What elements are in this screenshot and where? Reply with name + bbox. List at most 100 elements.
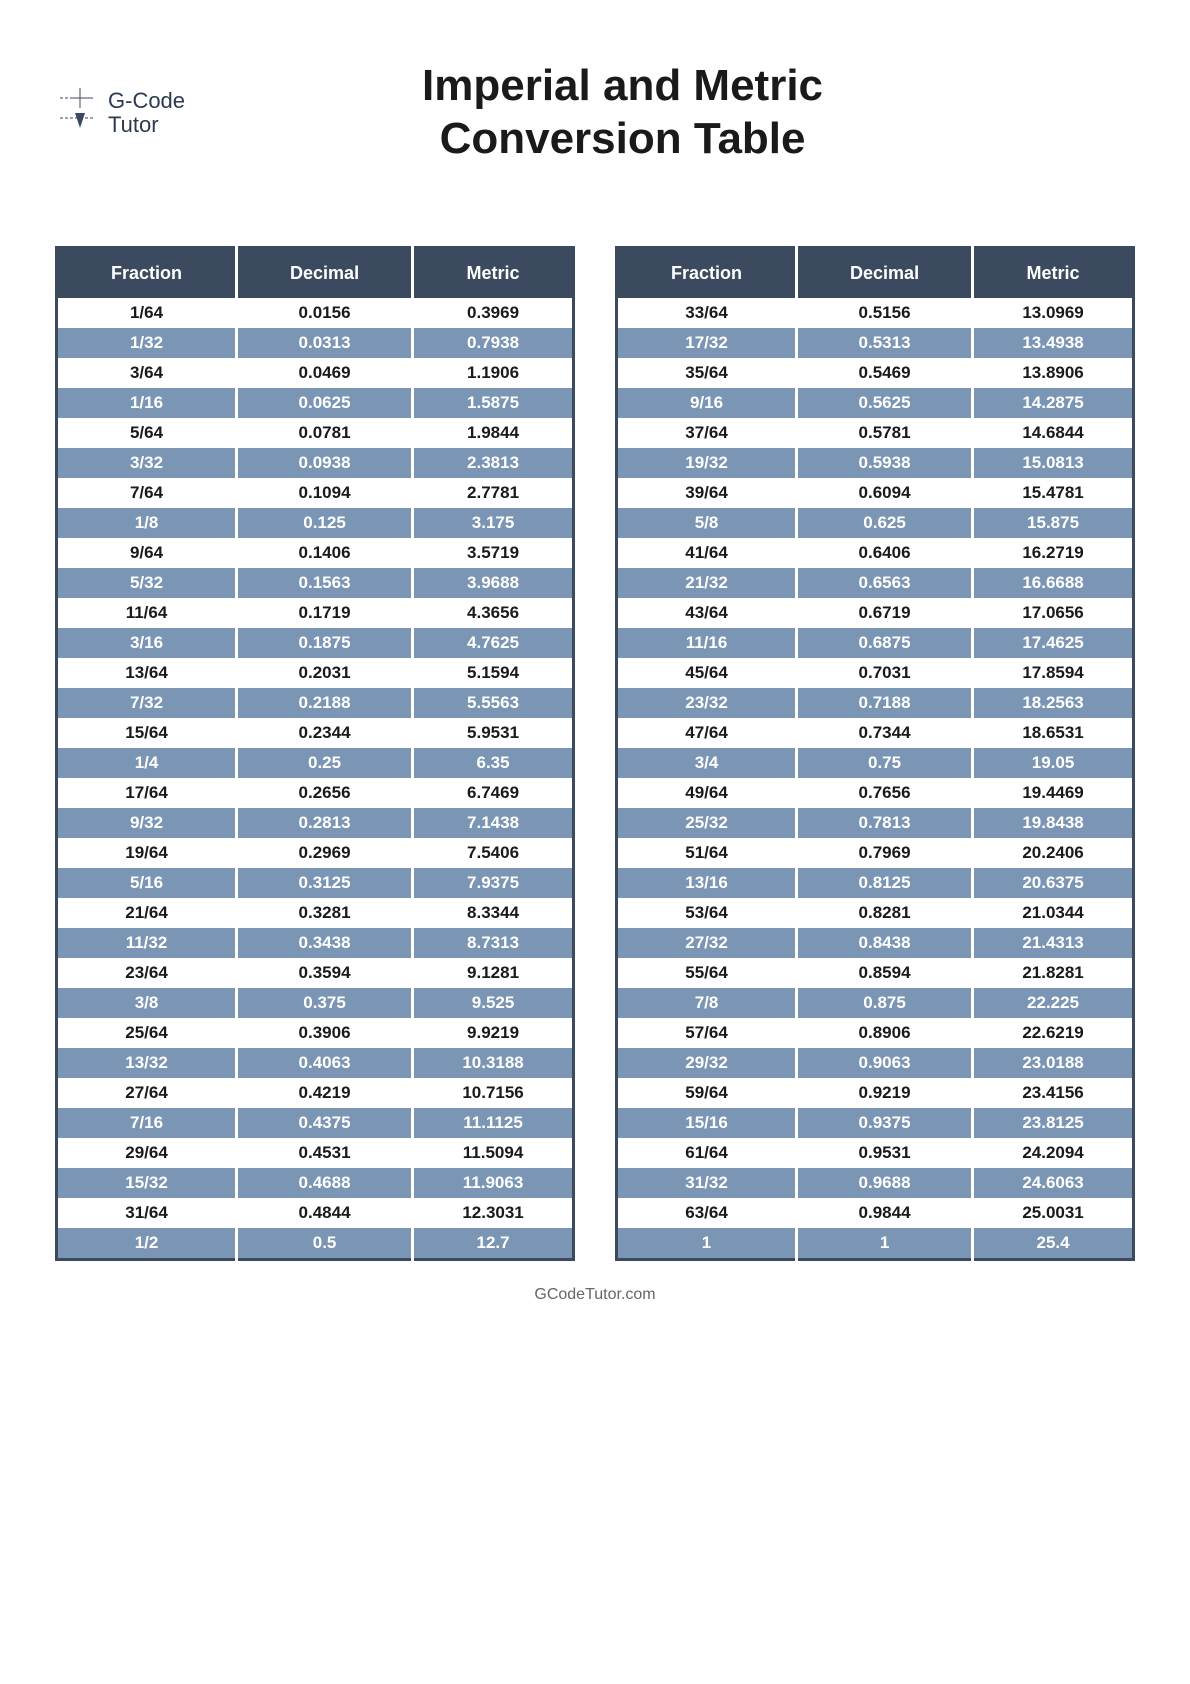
cell-metric: 17.8594 [973,658,1134,688]
cell-fraction: 57/64 [617,1018,797,1048]
cell-fraction: 63/64 [617,1198,797,1228]
cell-fraction: 21/32 [617,568,797,598]
cell-metric: 13.8906 [973,358,1134,388]
cell-decimal: 0.3594 [237,958,413,988]
cell-decimal: 0.9688 [797,1168,973,1198]
table-row: 5/80.62515.875 [617,508,1134,538]
table-row: 1125.4 [617,1228,1134,1260]
cell-fraction: 55/64 [617,958,797,988]
cell-decimal: 0.5469 [797,358,973,388]
cell-metric: 19.8438 [973,808,1134,838]
cell-metric: 0.7938 [413,328,574,358]
cell-metric: 20.2406 [973,838,1134,868]
cell-decimal: 0.75 [797,748,973,778]
cell-fraction: 9/32 [57,808,237,838]
cell-fraction: 21/64 [57,898,237,928]
table-row: 29/320.906323.0188 [617,1048,1134,1078]
cell-fraction: 23/32 [617,688,797,718]
table-row: 59/640.921923.4156 [617,1078,1134,1108]
footer: GCodeTutor.com [50,1286,1140,1304]
cell-fraction: 29/64 [57,1138,237,1168]
cell-decimal: 1 [797,1228,973,1260]
cell-decimal: 0.2344 [237,718,413,748]
cell-fraction: 7/8 [617,988,797,1018]
cell-metric: 2.7781 [413,478,574,508]
cell-decimal: 0.9531 [797,1138,973,1168]
cell-metric: 21.8281 [973,958,1134,988]
cell-decimal: 0.6094 [797,478,973,508]
table-header-row: Fraction Decimal Metric [617,247,1134,298]
cell-metric: 8.3344 [413,898,574,928]
table-row: 11/640.17194.3656 [57,598,574,628]
table-row: 15/640.23445.9531 [57,718,574,748]
cell-metric: 23.0188 [973,1048,1134,1078]
cell-metric: 4.3656 [413,598,574,628]
table-row: 39/640.609415.4781 [617,478,1134,508]
cell-metric: 7.9375 [413,868,574,898]
table-row: 3/160.18754.7625 [57,628,574,658]
table-row: 7/160.437511.1125 [57,1108,574,1138]
cell-metric: 12.3031 [413,1198,574,1228]
cell-decimal: 0.4375 [237,1108,413,1138]
cell-metric: 18.6531 [973,718,1134,748]
table-row: 21/640.32818.3344 [57,898,574,928]
cell-metric: 24.2094 [973,1138,1134,1168]
cell-metric: 19.05 [973,748,1134,778]
cell-fraction: 3/4 [617,748,797,778]
cell-decimal: 0.625 [797,508,973,538]
cell-decimal: 0.7656 [797,778,973,808]
cell-metric: 8.7313 [413,928,574,958]
table-row: 41/640.640616.2719 [617,538,1134,568]
cell-fraction: 7/32 [57,688,237,718]
cell-fraction: 47/64 [617,718,797,748]
table-row: 63/640.984425.0031 [617,1198,1134,1228]
cell-decimal: 0.0313 [237,328,413,358]
cell-fraction: 31/32 [617,1168,797,1198]
cell-decimal: 0.7031 [797,658,973,688]
table-row: 23/640.35949.1281 [57,958,574,988]
cell-fraction: 25/32 [617,808,797,838]
table-row: 5/160.31257.9375 [57,868,574,898]
cell-fraction: 7/16 [57,1108,237,1138]
cell-fraction: 13/64 [57,658,237,688]
cell-decimal: 0.5781 [797,418,973,448]
cell-decimal: 0.3125 [237,868,413,898]
cell-fraction: 25/64 [57,1018,237,1048]
cell-decimal: 0.1875 [237,628,413,658]
cell-decimal: 0.2188 [237,688,413,718]
cell-fraction: 7/64 [57,478,237,508]
table-row: 11/320.34388.7313 [57,928,574,958]
cell-metric: 14.2875 [973,388,1134,418]
cell-decimal: 0.7969 [797,838,973,868]
cell-fraction: 1 [617,1228,797,1260]
table-row: 25/640.39069.9219 [57,1018,574,1048]
cell-decimal: 0.0938 [237,448,413,478]
cell-metric: 6.35 [413,748,574,778]
cell-fraction: 39/64 [617,478,797,508]
cell-decimal: 0.5625 [797,388,973,418]
cell-fraction: 3/32 [57,448,237,478]
cell-metric: 15.875 [973,508,1134,538]
cell-decimal: 0.6875 [797,628,973,658]
cell-metric: 3.5719 [413,538,574,568]
cell-fraction: 1/4 [57,748,237,778]
table-row: 13/640.20315.1594 [57,658,574,688]
header: G-Code Tutor Imperial and Metric Convers… [50,60,1140,166]
cell-decimal: 0.6719 [797,598,973,628]
header-metric: Metric [973,247,1134,298]
cell-metric: 1.9844 [413,418,574,448]
title-line2: Conversion Table [265,113,980,166]
table-row: 37/640.578114.6844 [617,418,1134,448]
cell-decimal: 0.3281 [237,898,413,928]
table-row: 3/640.04691.1906 [57,358,574,388]
cell-fraction: 33/64 [617,298,797,328]
cell-metric: 5.9531 [413,718,574,748]
table-row: 57/640.890622.6219 [617,1018,1134,1048]
table-row: 47/640.734418.6531 [617,718,1134,748]
cell-metric: 23.8125 [973,1108,1134,1138]
cell-decimal: 0.4844 [237,1198,413,1228]
cell-decimal: 0.6406 [797,538,973,568]
cell-metric: 11.5094 [413,1138,574,1168]
cell-decimal: 0.8906 [797,1018,973,1048]
cell-metric: 2.3813 [413,448,574,478]
